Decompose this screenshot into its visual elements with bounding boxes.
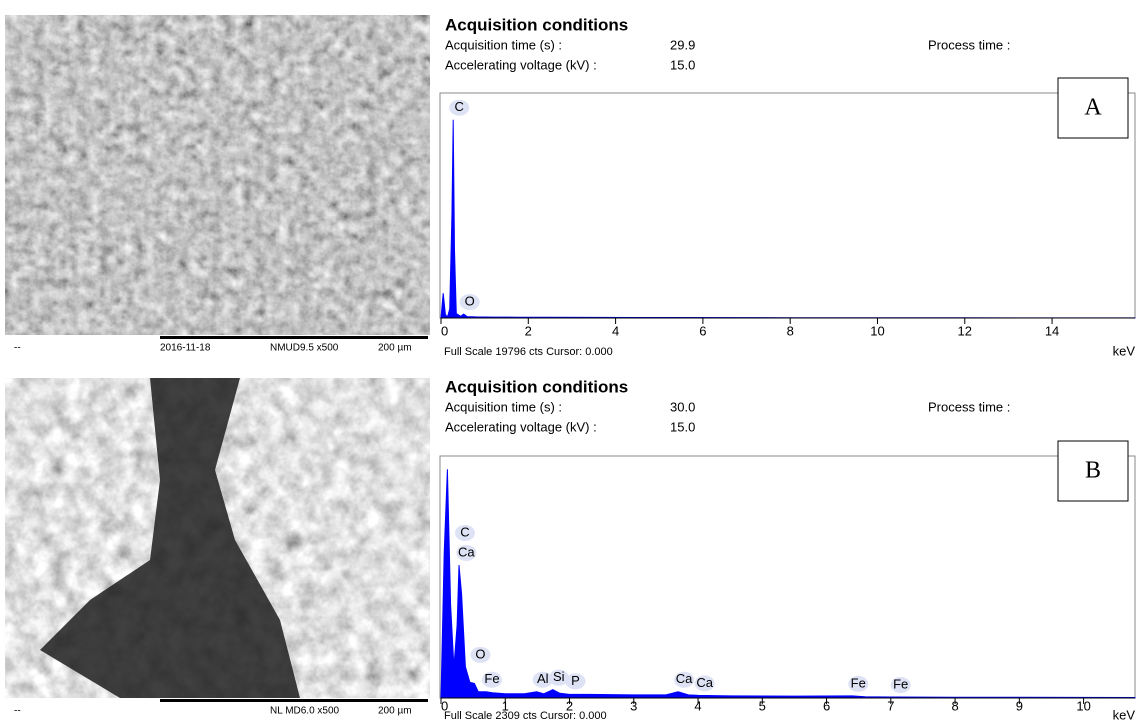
panel-label: A [1084, 95, 1102, 121]
peak-badge [565, 673, 586, 690]
field-label: Accelerating voltage (kV) : [445, 57, 597, 72]
peak-label: C [455, 99, 464, 114]
peak-badge [694, 675, 715, 692]
peak-label: Ca [676, 671, 693, 686]
peak-badge [890, 676, 911, 693]
x-tick-label: 8 [787, 323, 794, 338]
x-unit: keV [1113, 343, 1136, 358]
x-tick-label: 4 [612, 323, 619, 338]
peak-badge [548, 669, 569, 686]
image-caption: -- [14, 343, 21, 354]
x-tick-label: 1 [502, 698, 509, 713]
peak-label: Fe [893, 676, 908, 691]
sem-image [5, 15, 430, 335]
x-tick-label: 7 [887, 698, 894, 713]
spectrum-area [440, 469, 1136, 699]
image-caption: -- [14, 706, 21, 717]
peak-badge [454, 524, 475, 541]
image-caption: NMUD9.5 x500 [270, 343, 339, 354]
peak-badge [456, 544, 477, 561]
x-tick-label: 9 [1016, 698, 1023, 713]
image-caption: NL MD6.0 x500 [270, 706, 340, 717]
plot-frame [439, 455, 1136, 699]
x-tick-label: 2 [525, 323, 532, 338]
field-value: 15.0 [670, 419, 695, 434]
section-title: Acquisition conditions [445, 377, 628, 396]
peak-label: Fe [484, 671, 499, 686]
x-tick-label: 3 [630, 698, 637, 713]
panel-label-box [1057, 77, 1129, 139]
image-caption: 2016-11-18 [160, 343, 211, 354]
x-tick-label: 5 [759, 698, 766, 713]
x-tick-label: 2 [566, 698, 573, 713]
x-tick-label: 8 [951, 698, 958, 713]
panel-label: B [1085, 458, 1101, 484]
x-unit: keV [1113, 707, 1136, 720]
peak-badge [470, 646, 491, 663]
field-value: 29.9 [670, 37, 695, 52]
x-tick-label: 10 [1076, 698, 1090, 713]
peak-label: C [460, 524, 469, 539]
x-tick-label: 10 [870, 323, 884, 338]
peak-badge [449, 99, 470, 116]
x-tick-label: 6 [699, 323, 706, 338]
field-label: Acquisition time (s) : [445, 399, 562, 414]
peak-label: O [465, 293, 475, 308]
peak-label: Si [553, 669, 565, 684]
peak-label: Ca [696, 675, 713, 690]
x-tick-label: 14 [1045, 323, 1059, 338]
peak-badge [674, 671, 695, 688]
x-tick-label: 12 [958, 323, 972, 338]
peak-label: Al [537, 671, 549, 686]
panel-label-box [1057, 440, 1129, 502]
image-caption: 200 µm [378, 706, 412, 717]
peak-badge [459, 294, 480, 311]
peak-label: O [475, 646, 485, 661]
peak-label: Fe [851, 675, 866, 690]
x-tick-label: 6 [823, 698, 830, 713]
crack [40, 378, 300, 698]
field-label: Process time : [928, 37, 1010, 52]
field-label: Acquisition time (s) : [445, 37, 562, 52]
peak-badge [848, 675, 869, 692]
spectrum-area [440, 119, 1136, 319]
footer: Full Scale 2309 cts Cursor: 0.000 [444, 710, 607, 720]
x-tick-label: 4 [694, 698, 701, 713]
field-label: Process time : [928, 399, 1010, 414]
x-tick-label: 0 [441, 698, 448, 713]
section-title: Acquisition conditions [445, 15, 628, 34]
peak-label: Ca [458, 544, 475, 559]
image-caption: 200 µm [378, 343, 412, 354]
field-value: 15.0 [670, 57, 695, 72]
peak-label: P [571, 673, 580, 688]
peak-badge [481, 671, 502, 688]
field-value: 30.0 [670, 399, 695, 414]
scale-bar [160, 699, 428, 702]
footer: Full Scale 19796 cts Cursor: 0.000 [444, 346, 613, 358]
peak-badge [532, 671, 553, 688]
x-tick-label: 0 [441, 323, 448, 338]
scale-bar [160, 336, 428, 339]
field-label: Accelerating voltage (kV) : [445, 419, 597, 434]
plot-frame [439, 92, 1136, 319]
